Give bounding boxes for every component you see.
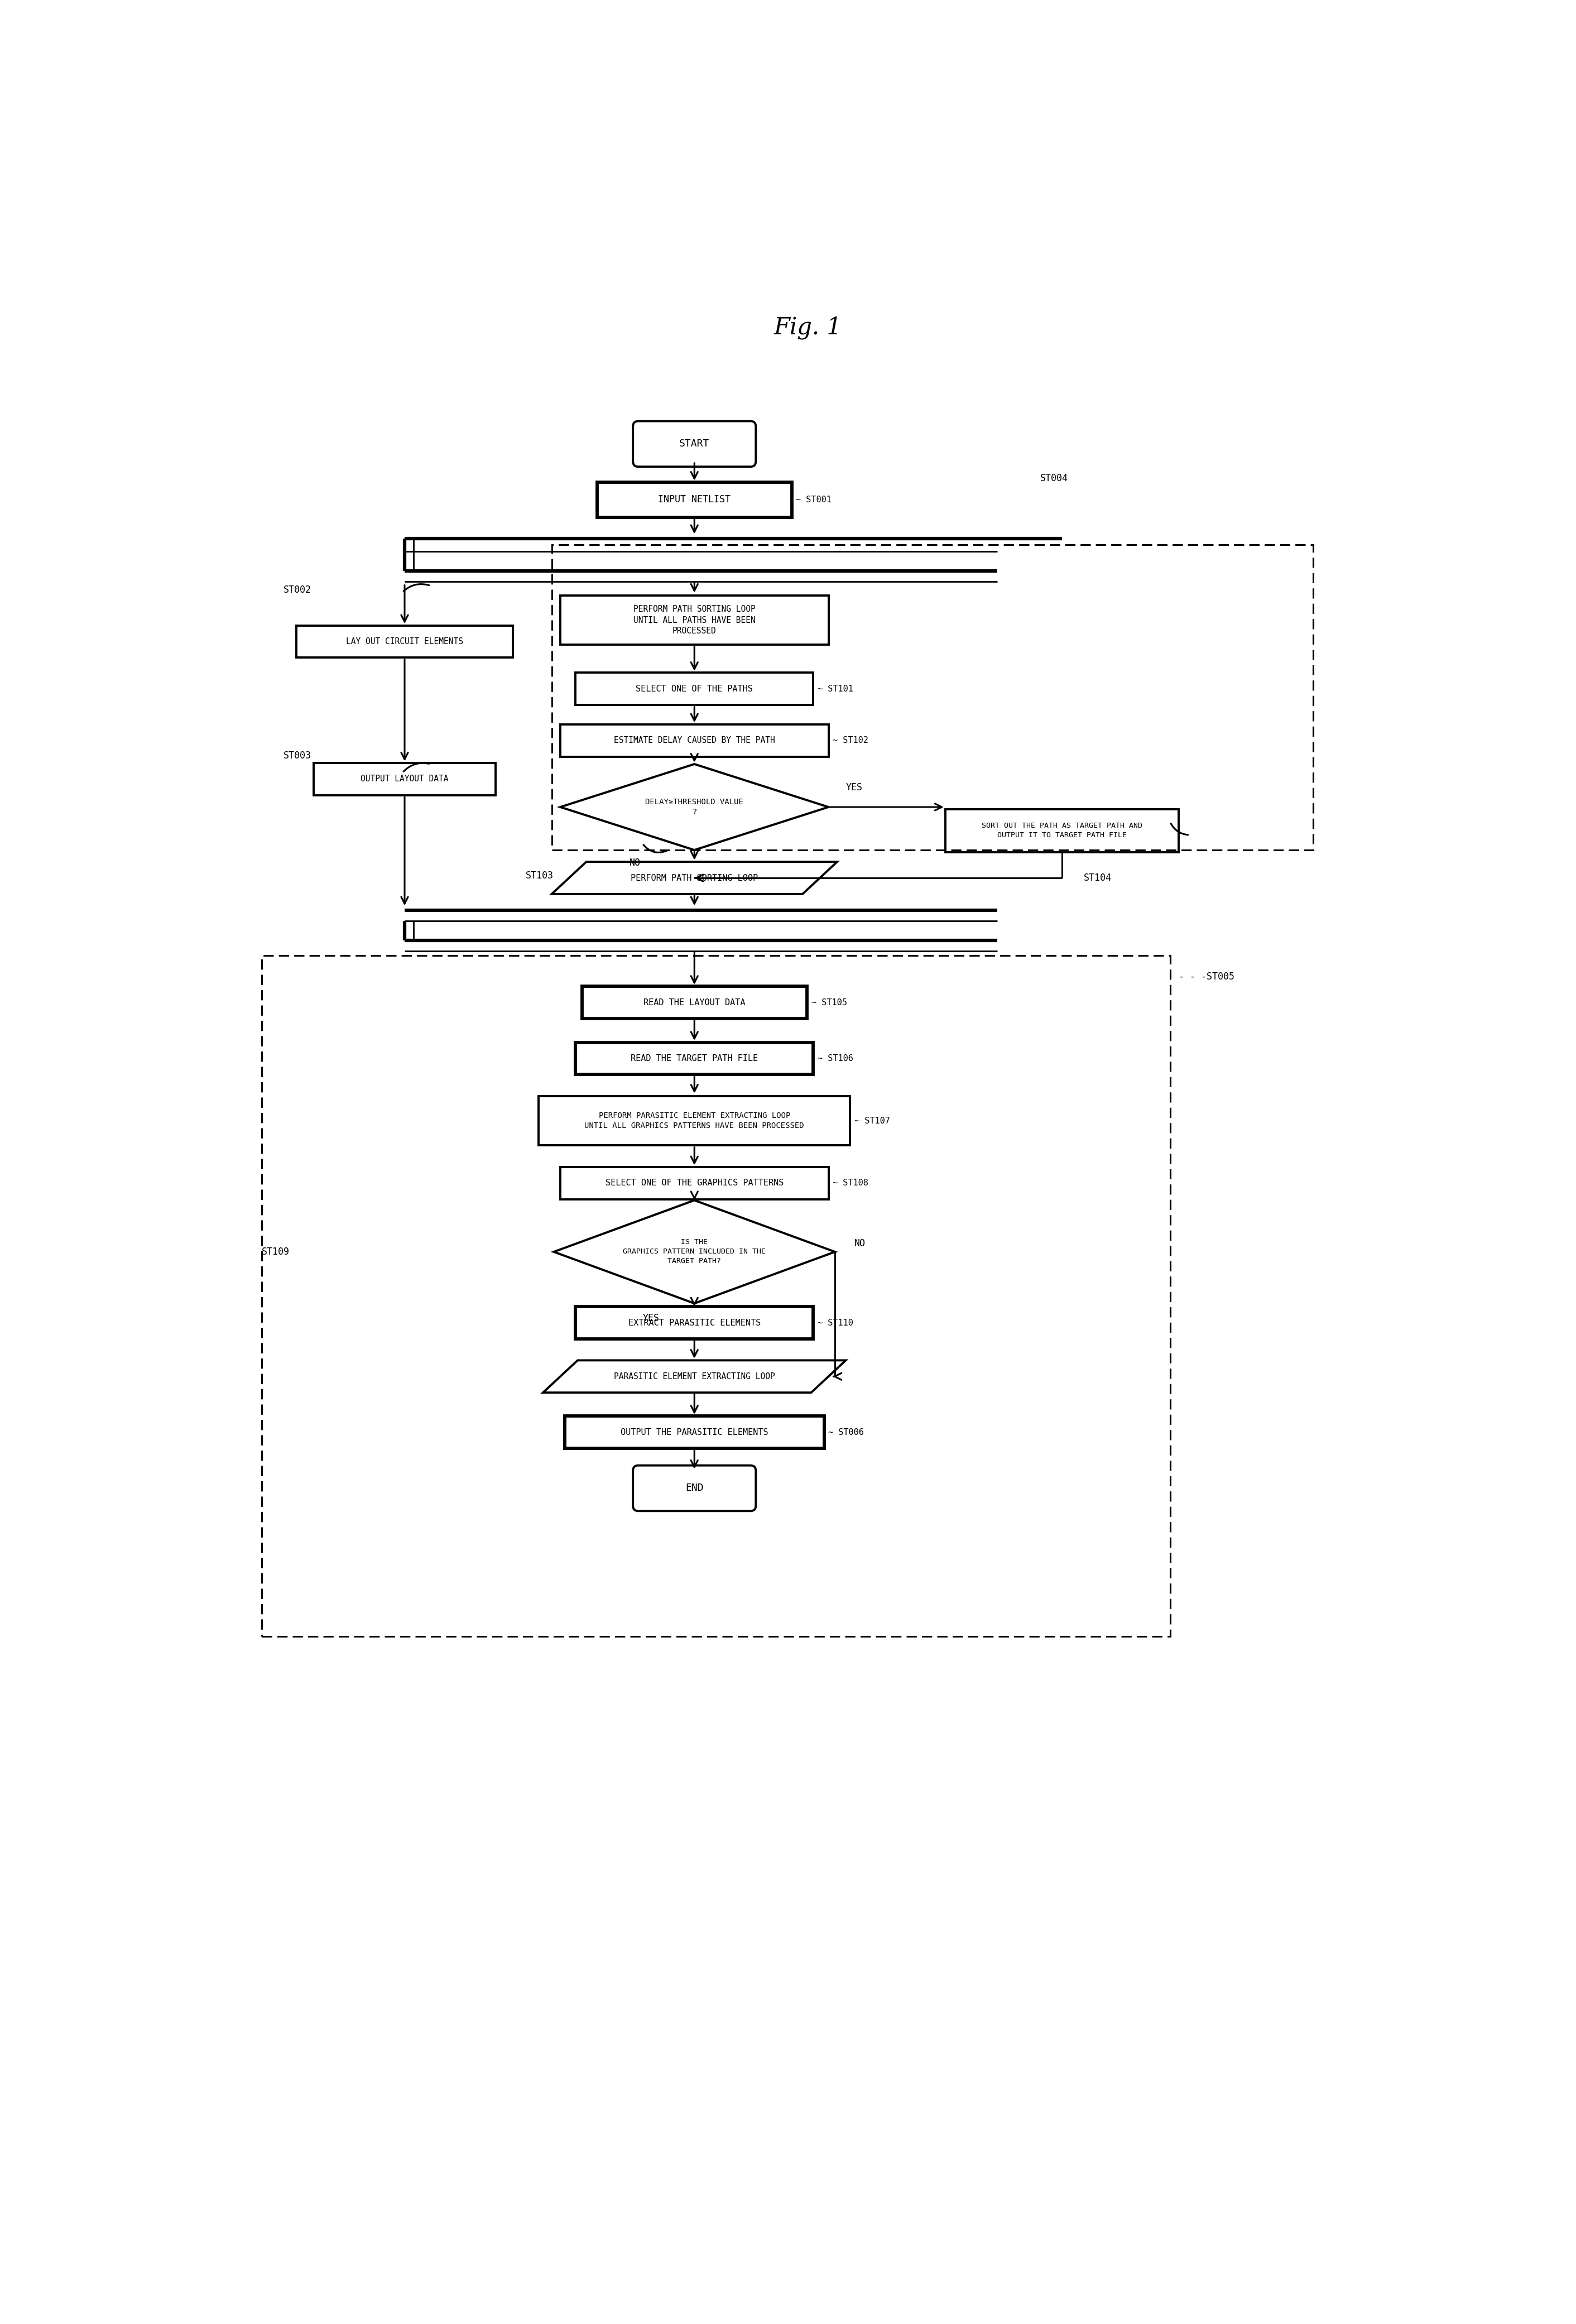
Bar <box>597 481 791 518</box>
Bar <box>539 1097 849 1146</box>
Bar <box>946 809 1179 853</box>
Text: ~ ST105: ~ ST105 <box>812 999 846 1006</box>
Text: ~ ST001: ~ ST001 <box>796 495 832 504</box>
Text: YES: YES <box>643 1313 659 1322</box>
Text: END: END <box>686 1483 703 1494</box>
Text: SELECT ONE OF THE GRAPHICS PATTERNS: SELECT ONE OF THE GRAPHICS PATTERNS <box>605 1178 783 1188</box>
Text: INPUT NETLIST: INPUT NETLIST <box>659 495 731 504</box>
Text: - - -ST005: - - -ST005 <box>1179 971 1234 981</box>
Bar <box>575 672 813 704</box>
Bar <box>296 625 512 658</box>
Text: NO: NO <box>854 1239 865 1248</box>
Text: SORT OUT THE PATH AS TARGET PATH AND
OUTPUT IT TO TARGET PATH FILE: SORT OUT THE PATH AS TARGET PATH AND OUT… <box>982 823 1143 839</box>
Text: ~ ST108: ~ ST108 <box>832 1178 868 1188</box>
Text: PARASITIC ELEMENT EXTRACTING LOOP: PARASITIC ELEMENT EXTRACTING LOOP <box>613 1371 775 1380</box>
Text: ~ ST110: ~ ST110 <box>818 1318 853 1327</box>
Text: LAY OUT CIRCUIT ELEMENTS: LAY OUT CIRCUIT ELEMENTS <box>347 637 463 646</box>
Text: PERFORM PATH SORTING LOOP: PERFORM PATH SORTING LOOP <box>630 874 758 883</box>
Text: ST109: ST109 <box>262 1246 290 1257</box>
Text: START: START <box>679 439 709 449</box>
Text: ~ ST107: ~ ST107 <box>854 1116 890 1125</box>
Text: ST003: ST003 <box>284 751 312 760</box>
Bar <box>561 1167 829 1199</box>
Text: ST004: ST004 <box>1040 474 1069 483</box>
Bar <box>564 1415 824 1448</box>
Text: ESTIMATE DELAY CAUSED BY THE PATH: ESTIMATE DELAY CAUSED BY THE PATH <box>613 737 775 744</box>
Text: ST002: ST002 <box>284 586 312 595</box>
Bar <box>575 1306 813 1339</box>
Bar <box>575 1043 813 1074</box>
Text: OUTPUT THE PARASITIC ELEMENTS: OUTPUT THE PARASITIC ELEMENTS <box>621 1429 768 1436</box>
Bar <box>262 955 1169 1636</box>
Text: PERFORM PATH SORTING LOOP
UNTIL ALL PATHS HAVE BEEN
PROCESSED: PERFORM PATH SORTING LOOP UNTIL ALL PATH… <box>634 604 755 634</box>
Text: ~ ST106: ~ ST106 <box>818 1055 853 1062</box>
Bar <box>561 725 829 758</box>
Text: ~ ST006: ~ ST006 <box>829 1429 864 1436</box>
Bar <box>582 985 807 1018</box>
Text: YES: YES <box>846 783 862 792</box>
Text: ~ ST102: ~ ST102 <box>832 737 868 744</box>
Bar <box>314 762 495 795</box>
Text: READ THE LAYOUT DATA: READ THE LAYOUT DATA <box>643 999 745 1006</box>
Bar <box>561 595 829 644</box>
Text: ~ ST101: ~ ST101 <box>818 686 853 693</box>
Text: READ THE TARGET PATH FILE: READ THE TARGET PATH FILE <box>630 1055 758 1062</box>
Text: EXTRACT PARASITIC ELEMENTS: EXTRACT PARASITIC ELEMENTS <box>629 1318 761 1327</box>
Text: SELECT ONE OF THE PATHS: SELECT ONE OF THE PATHS <box>635 686 753 693</box>
Text: Fig. 1: Fig. 1 <box>774 316 842 339</box>
Text: ST104: ST104 <box>1084 874 1111 883</box>
Text: PERFORM PARASITIC ELEMENT EXTRACTING LOOP
UNTIL ALL GRAPHICS PATTERNS HAVE BEEN : PERFORM PARASITIC ELEMENT EXTRACTING LOO… <box>585 1111 804 1129</box>
Text: NO: NO <box>629 858 641 867</box>
Bar <box>552 544 1313 851</box>
Text: OUTPUT LAYOUT DATA: OUTPUT LAYOUT DATA <box>361 774 449 783</box>
Text: ST103: ST103 <box>526 872 553 881</box>
Text: DELAY≥THRESHOLD VALUE
?: DELAY≥THRESHOLD VALUE ? <box>645 797 744 816</box>
Text: IS THE
GRAPHICS PATTERN INCLUDED IN THE
TARGET PATH?: IS THE GRAPHICS PATTERN INCLUDED IN THE … <box>623 1239 766 1264</box>
